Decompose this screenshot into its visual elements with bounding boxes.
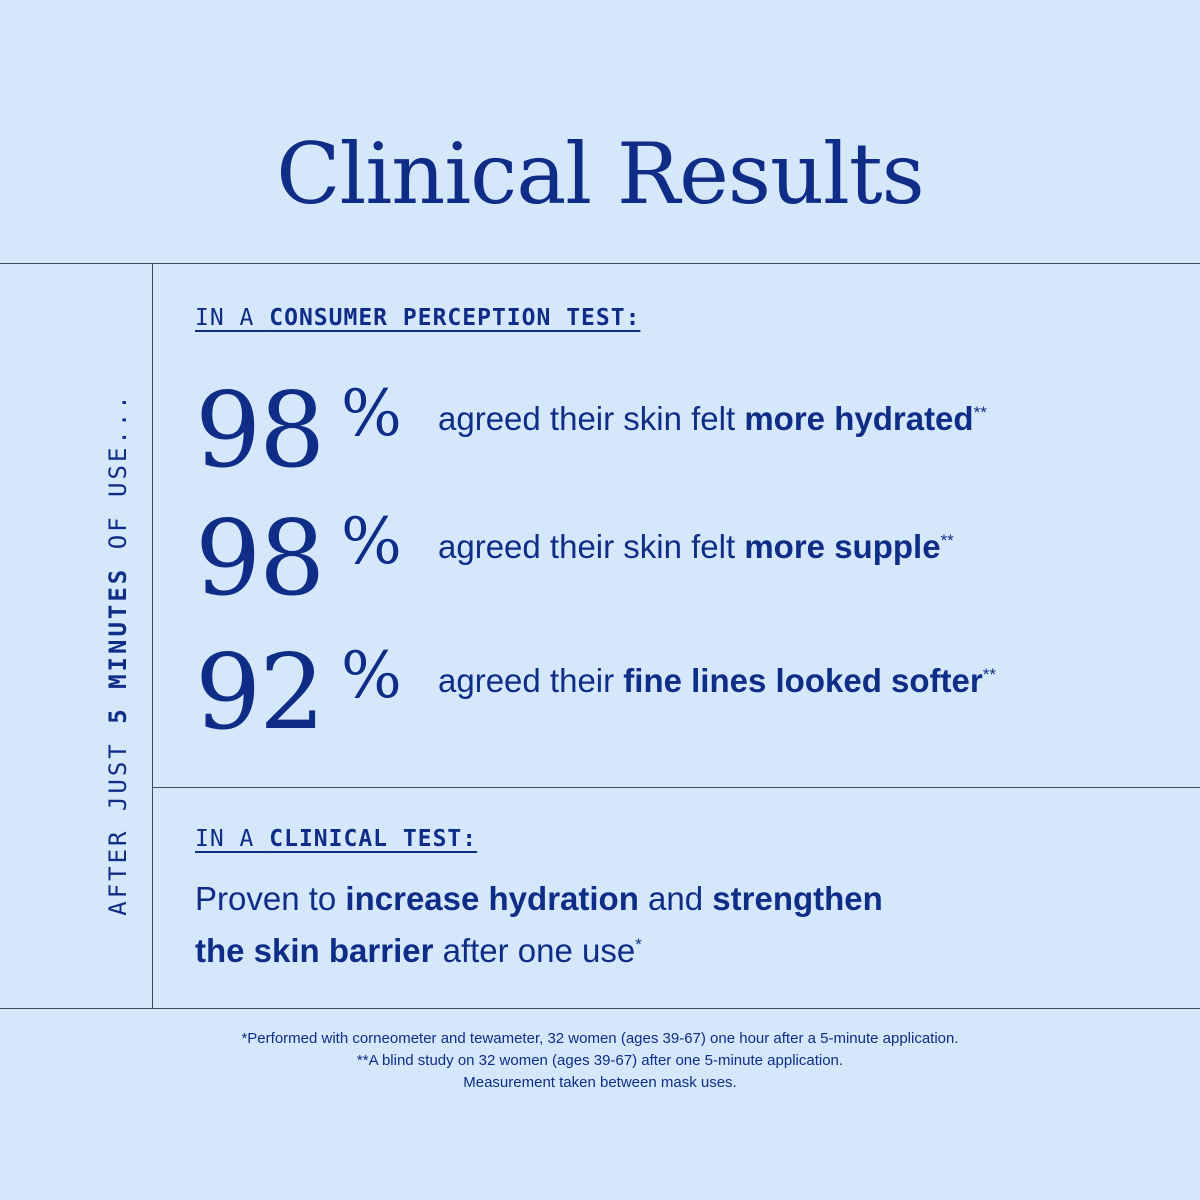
consumer-label-bold: CONSUMER PERCEPTION TEST: (269, 305, 641, 331)
stat-description: agreed their skin felt more supple** (438, 528, 954, 565)
side-label-part1: AFTER JUST (104, 723, 132, 916)
side-label: AFTER JUST 5 MINUTES OF USE... (104, 392, 132, 916)
side-divider (152, 264, 153, 1008)
footnote: *Performed with corneometer and tewamete… (241, 1030, 959, 1047)
footnote: **A blind study on 32 women (ages 39-67)… (356, 1052, 844, 1069)
bottom-divider (0, 1008, 1200, 1009)
consumer-label-prefix: IN A (195, 305, 270, 331)
top-divider (0, 263, 1200, 264)
middle-divider (153, 787, 1200, 788)
side-label-highlight: 5 MINUTES (104, 566, 132, 724)
consumer-test-label: IN A CONSUMER PERCEPTION TEST: (195, 305, 640, 331)
clinical-label-bold: CLINICAL TEST: (269, 826, 478, 852)
clinical-test-label: IN A CLINICAL TEST: (195, 826, 477, 852)
stat-row-fine-lines: 92 % agreed their fine lines looked soft… (195, 640, 1155, 750)
page-title: Clinical Results (276, 125, 925, 223)
side-label-part3: OF USE... (104, 392, 132, 567)
stat-row-hydrated: 98 % agreed their skin felt more hydrate… (195, 378, 1155, 488)
stat-value: 98 (195, 369, 325, 491)
clinical-label-prefix: IN A (195, 826, 270, 852)
stat-value: 98 (195, 497, 325, 619)
stat-description: agreed their skin felt more hydrated** (438, 400, 987, 437)
footnotes: *Performed with corneometer and tewamete… (0, 1028, 1200, 1094)
stat-unit: % (341, 639, 402, 713)
footnote: Measurement taken between mask uses. (463, 1074, 737, 1091)
stat-description: agreed their fine lines looked softer** (438, 662, 996, 699)
stat-value: 92 (195, 631, 325, 753)
stat-unit: % (341, 505, 402, 579)
clinical-result-text: Proven to increase hydration and strengt… (195, 880, 883, 969)
stat-unit: % (341, 377, 402, 451)
stat-row-supple: 98 % agreed their skin felt more supple*… (195, 506, 1155, 616)
